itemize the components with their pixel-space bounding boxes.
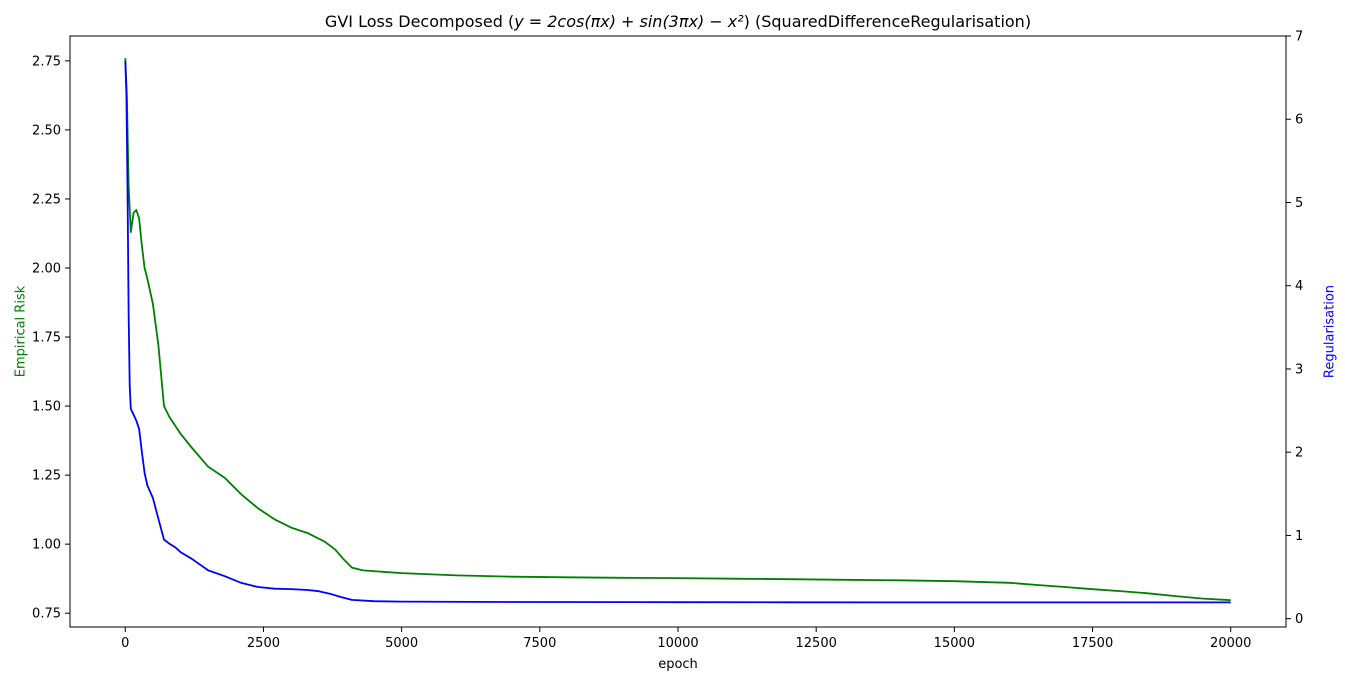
right-y-tick-label: 7 (1295, 30, 1303, 45)
x-axis-label: epoch (658, 657, 698, 672)
left-y-tick-label: 2.25 (32, 192, 61, 207)
right-y-tick-label: 4 (1295, 279, 1303, 294)
left-y-axis-label: Empirical Risk (14, 285, 29, 377)
axes-frame (69, 35, 1287, 628)
left-y-tick-label: 2.50 (32, 123, 61, 138)
right-y-axis: 0 1 2 3 4 5 6 7 (1286, 30, 1303, 627)
left-y-tick-label: 1.00 (32, 538, 61, 553)
x-tick-label: 15000 (934, 636, 975, 651)
right-y-axis-label: Regularisation (1323, 285, 1338, 378)
empirical-risk-line (124, 58, 1231, 602)
chart-title: GVI Loss Decomposed (y = 2cos(πx) + sin(… (325, 12, 1031, 31)
x-tick-label: 7500 (523, 636, 556, 651)
x-tick-label: 0 (121, 636, 129, 651)
right-y-tick-label: 3 (1295, 362, 1303, 377)
right-y-tick-label: 5 (1295, 196, 1303, 211)
right-y-tick-label: 6 (1295, 113, 1303, 128)
left-y-tick-label: 0.75 (32, 607, 61, 622)
regularisation-line (124, 60, 1231, 604)
x-axis: 0 2500 5000 7500 10000 12500 15000 17500 20000 (121, 627, 1251, 651)
left-y-tick-label: 1.25 (32, 469, 61, 484)
left-y-axis: 0.75 1.00 1.25 1.50 1.75 2.00 2.25 2.50 2.75 (32, 54, 70, 622)
left-y-tick-label: 1.75 (32, 331, 61, 346)
left-y-tick-label: 2.75 (32, 54, 61, 69)
x-tick-label: 5000 (385, 636, 418, 651)
right-y-tick-label: 0 (1295, 612, 1303, 627)
x-tick-label: 17500 (1072, 636, 1113, 651)
right-y-tick-label: 2 (1295, 446, 1303, 461)
plot-area (124, 58, 1231, 604)
x-tick-label: 12500 (796, 636, 837, 651)
right-y-tick-label: 1 (1295, 529, 1303, 544)
x-tick-label: 10000 (657, 636, 698, 651)
left-y-tick-label: 1.50 (32, 400, 61, 415)
x-tick-label: 2500 (247, 636, 280, 651)
x-tick-label: 20000 (1210, 636, 1251, 651)
left-y-tick-label: 2.00 (32, 261, 61, 276)
